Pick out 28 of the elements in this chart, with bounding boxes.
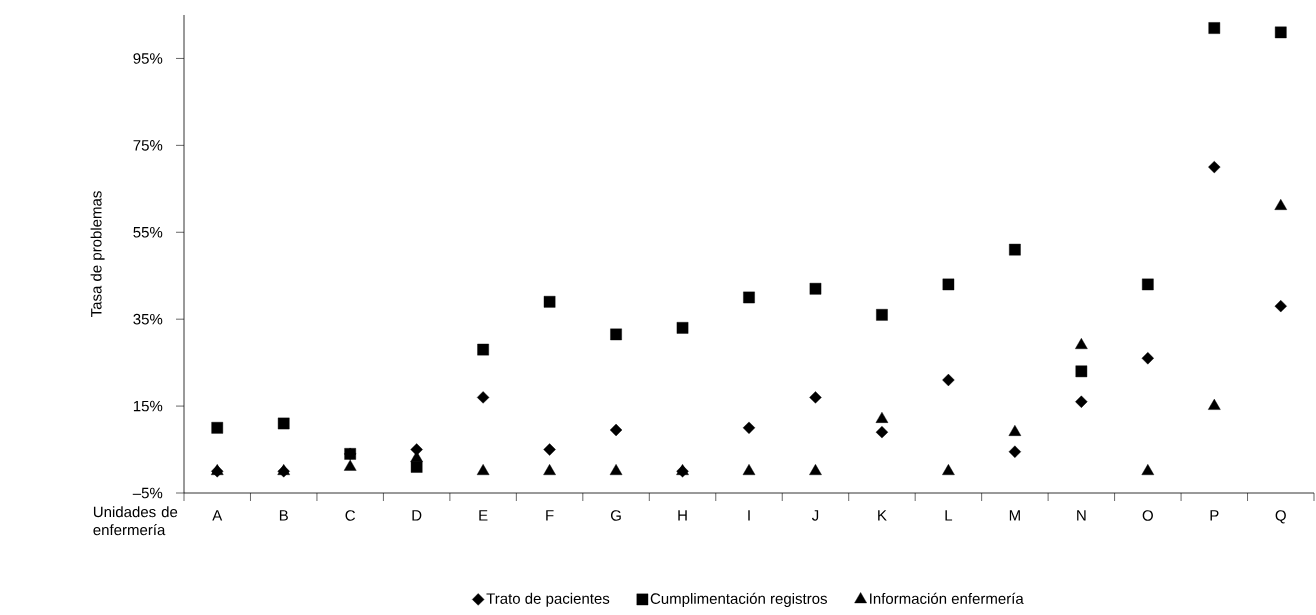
x-tick-label: H <box>678 510 687 521</box>
x-tick-label: N <box>1077 510 1086 521</box>
y-tick-label: 55% <box>133 226 163 238</box>
x-tick-label: L <box>945 510 953 521</box>
x-tick-label: D <box>412 510 422 521</box>
x-tick-label: G <box>610 510 621 521</box>
legend-label: Trato de pacientes <box>486 592 610 607</box>
legend-label: Información enfermería <box>870 592 1024 604</box>
x-tick-label: K <box>878 510 887 521</box>
x-tick-label: J <box>811 510 819 521</box>
x-tick-label: F <box>546 510 554 521</box>
y-tick-label: 35% <box>133 313 163 325</box>
x-tick-label: B <box>279 510 288 521</box>
x-tick-label: I <box>748 510 750 521</box>
y-axis-title: Tasa de problemas <box>90 191 105 318</box>
x-tick-label: Q <box>1275 510 1286 524</box>
y-tick-label: –5% <box>132 487 163 499</box>
legend-label: Cumplimentación registros <box>650 592 827 607</box>
x-axis-title: Unidades de enfermería <box>93 506 178 536</box>
x-tick-label: M <box>1009 510 1020 521</box>
y-tick-label: 15% <box>133 400 163 412</box>
x-tick-label: O <box>1142 510 1153 521</box>
x-tick-label: P <box>1210 510 1219 521</box>
x-tick-label: A <box>212 510 223 521</box>
x-tick-label: E <box>479 510 488 521</box>
x-tick-label: C <box>345 510 356 521</box>
y-tick-label: 95% <box>133 53 163 64</box>
y-tick-label: 75% <box>133 140 163 151</box>
